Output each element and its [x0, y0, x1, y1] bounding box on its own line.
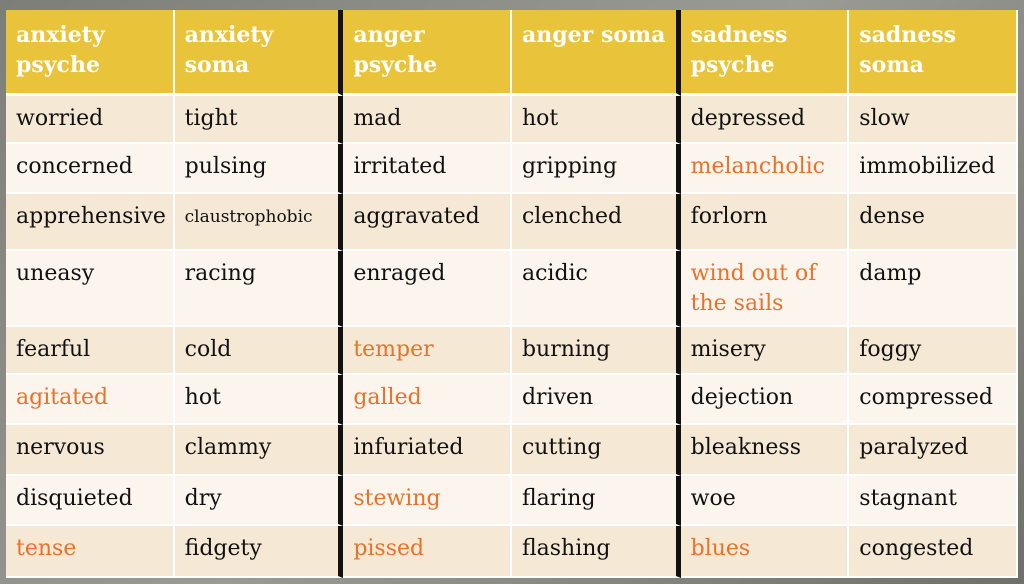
table-cell: fearful [6, 326, 175, 376]
header-row: anxiety psyche anxiety soma anger psyche… [6, 10, 1018, 96]
table-cell: apprehensive [6, 194, 175, 251]
table-cell: misery [680, 326, 850, 376]
table-row: worried tight mad hot depressed slow [6, 96, 1018, 145]
header-anger-soma: anger soma [511, 10, 681, 96]
table-cell: flashing [511, 525, 681, 578]
table-cell: acidic [511, 250, 681, 327]
header-anxiety-soma: anxiety soma [174, 10, 344, 96]
table-cell: tight [174, 96, 344, 145]
table-cell: paralyzed [849, 425, 1018, 476]
table-cell: pulsing [174, 144, 344, 195]
table-row: disquieted dry stewing flaring woe stagn… [6, 475, 1018, 526]
table-cell-highlighted: pissed [343, 525, 512, 578]
table-cell: bleakness [680, 425, 850, 476]
table-cell: clammy [174, 425, 344, 476]
header-sadness-soma: sadness soma [849, 10, 1018, 96]
table-cell: gripping [511, 144, 681, 195]
table-row: uneasy racing enraged acidic wind out of… [6, 250, 1018, 327]
table-cell-highlighted: galled [343, 375, 512, 426]
table-cell: dry [174, 475, 344, 526]
table-cell: disquieted [6, 475, 175, 526]
header-sadness-psyche: sadness psyche [680, 10, 850, 96]
table-cell-highlighted: temper [343, 326, 512, 376]
table-cell: clenched [511, 194, 681, 251]
table-cell: driven [511, 375, 681, 426]
table-cell-highlighted: wind out of the sails [680, 250, 850, 327]
table-row: tense fidgety pissed flashing blues cong… [6, 525, 1018, 578]
table-cell: flaring [511, 475, 681, 526]
table-cell-highlighted: stewing [343, 475, 512, 526]
table-cell-highlighted: blues [680, 525, 850, 578]
table-row: apprehensive claustrophobic aggravated c… [6, 194, 1018, 251]
table-row: agitated hot galled driven dejection com… [6, 375, 1018, 426]
table-cell: woe [680, 475, 850, 526]
table-cell: dense [849, 194, 1018, 251]
table-cell: worried [6, 96, 175, 145]
table-cell-highlighted: tense [6, 525, 175, 578]
table-cell: enraged [343, 250, 512, 327]
table-cell: depressed [680, 96, 850, 145]
table-cell: claustrophobic [174, 194, 344, 251]
table-cell: irritated [343, 144, 512, 195]
table-row: nervous clammy infuriated cutting bleakn… [6, 425, 1018, 476]
table-cell: mad [343, 96, 512, 145]
table-cell: fidgety [174, 525, 344, 578]
table-cell: foggy [849, 326, 1018, 376]
table-cell: aggravated [343, 194, 512, 251]
table-cell: hot [174, 375, 344, 426]
table-cell: damp [849, 250, 1018, 327]
table-cell: racing [174, 250, 344, 327]
table-cell: cutting [511, 425, 681, 476]
table-cell: immobilized [849, 144, 1018, 195]
table-cell: compressed [849, 375, 1018, 426]
table-cell: uneasy [6, 250, 175, 327]
table-cell: stagnant [849, 475, 1018, 526]
table-cell-highlighted: agitated [6, 375, 175, 426]
table-cell: dejection [680, 375, 850, 426]
table-cell: nervous [6, 425, 175, 476]
table-row: concerned pulsing irritated gripping mel… [6, 144, 1018, 195]
table-cell: forlorn [680, 194, 850, 251]
table-cell: concerned [6, 144, 175, 195]
header-anxiety-psyche: anxiety psyche [6, 10, 175, 96]
table-cell: hot [511, 96, 681, 145]
table-cell: congested [849, 525, 1018, 578]
emotion-vocabulary-table: anxiety psyche anxiety soma anger psyche… [6, 10, 1018, 578]
table-cell-highlighted: melancholic [680, 144, 850, 195]
table-cell: burning [511, 326, 681, 376]
table-cell: slow [849, 96, 1018, 145]
table-cell: cold [174, 326, 344, 376]
table-row: fearful cold temper burning misery foggy [6, 326, 1018, 376]
header-anger-psyche: anger psyche [343, 10, 512, 96]
table-cell: infuriated [343, 425, 512, 476]
